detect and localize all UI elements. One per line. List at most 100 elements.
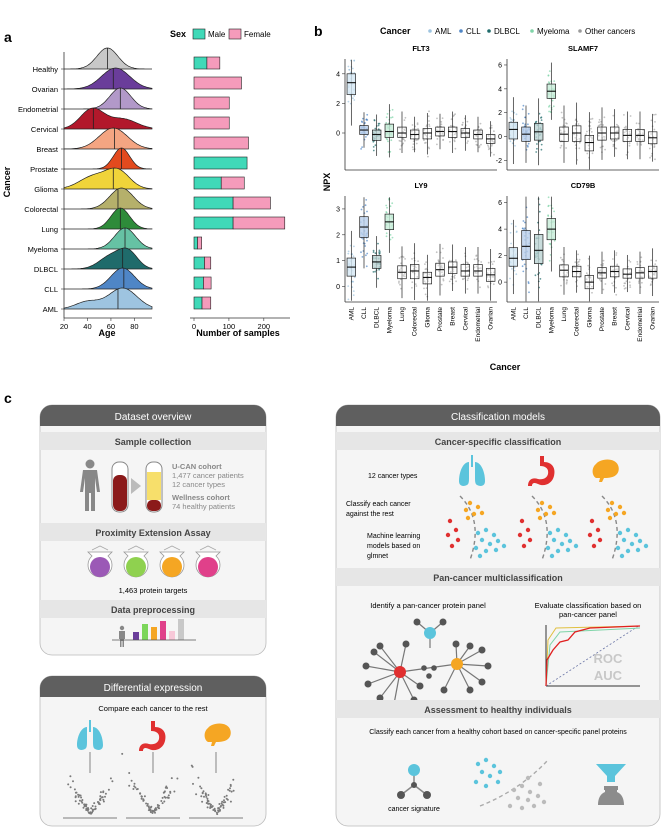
dot-red: [597, 537, 603, 543]
box-point: [360, 148, 362, 150]
box-point: [577, 253, 579, 256]
volcano-point: [130, 779, 133, 782]
pea-reaction-icon-2: [159, 545, 185, 578]
volcano-point: [203, 795, 205, 798]
box-point: [427, 278, 430, 280]
ml-text-1: Machine learning: [367, 533, 420, 540]
box-point: [448, 280, 451, 283]
dot-cancer: [483, 783, 489, 789]
box-point: [347, 100, 350, 103]
volcano-point: [104, 792, 107, 795]
box-point: [551, 99, 554, 102]
dot-cyan: [549, 553, 555, 559]
box-x-axis-label: Cancer: [490, 362, 521, 372]
box-point: [623, 126, 626, 129]
box-point: [578, 258, 581, 261]
box-point: [389, 234, 392, 236]
box-point: [351, 286, 354, 288]
box-y-tick-label: 4: [336, 71, 340, 78]
box-x-tick-label: Glioma: [424, 307, 431, 328]
dot-cyan: [555, 548, 561, 554]
box-point: [559, 132, 562, 135]
ucan-cohort-title: U-CAN cohort: [172, 462, 222, 471]
volcano-point: [69, 775, 72, 778]
boxplot-panel-cd79b: CD79B 0 2 4 6 AML CLL DLBCL Myeloma Lung Colorecta…: [498, 181, 659, 342]
box-point: [425, 261, 427, 263]
volcano-point: [139, 792, 142, 795]
box-point: [347, 298, 350, 301]
box-point: [347, 252, 350, 255]
pea-liquid: [198, 557, 218, 577]
volcano-point: [191, 765, 194, 768]
box-point: [510, 222, 513, 225]
box-point: [476, 278, 478, 281]
legend-dot-4: [578, 29, 582, 33]
box-point: [513, 269, 516, 272]
box-point: [487, 268, 490, 271]
bar-female-lung: [232, 216, 286, 230]
box-point: [617, 124, 619, 127]
box-x-tick-label: Endometrial: [637, 306, 644, 341]
dot-orange: [621, 510, 627, 516]
box-point: [442, 279, 445, 282]
box-point: [377, 128, 380, 131]
box-point: [628, 144, 631, 147]
box-point: [649, 156, 651, 159]
volcano-point: [201, 800, 204, 803]
volcano-point: [146, 804, 149, 807]
dot-red: [525, 527, 531, 533]
box-y-tick-label: -2: [496, 158, 502, 165]
box-point: [654, 263, 657, 265]
box-point: [391, 236, 394, 239]
volcano-point: [128, 784, 131, 787]
box-x-tick-label: Ovarian: [650, 307, 657, 330]
volcano-point: [157, 807, 160, 809]
box-point: [653, 113, 655, 116]
box-point: [385, 211, 388, 214]
brain-icon: [204, 723, 231, 746]
box-point: [404, 258, 406, 260]
box-point: [574, 127, 577, 130]
box-point: [638, 280, 640, 283]
box-point: [576, 261, 579, 263]
box-point: [440, 121, 443, 123]
box-point: [478, 145, 481, 147]
box-point: [347, 285, 350, 287]
box-point: [573, 141, 576, 144]
cancer-specific-title: Cancer-specific classification: [435, 437, 562, 447]
dot-healthy: [511, 787, 517, 793]
volcano-point: [151, 810, 154, 813]
volcano-point: [162, 791, 165, 794]
box-point: [389, 205, 392, 208]
box-point: [574, 119, 577, 121]
box-point: [441, 132, 444, 135]
dot-orange: [471, 511, 477, 517]
volcano-point: [222, 806, 225, 809]
volcano-point: [167, 794, 170, 797]
box-point: [378, 249, 381, 252]
pea-liquid: [126, 557, 146, 577]
volcano-point: [81, 799, 84, 801]
box-point: [361, 121, 364, 123]
box-point: [539, 278, 542, 280]
box-point: [640, 256, 643, 259]
box-point: [604, 283, 607, 285]
dataset-overview-panel: Dataset overview Sample collection U-CAN…: [39, 404, 267, 656]
volcano-point: [230, 790, 233, 793]
box-x-tick-label: Glioma: [586, 307, 593, 328]
legend-dot-3: [530, 29, 534, 33]
volcano-point: [160, 800, 163, 802]
box-point: [540, 148, 543, 151]
box-point: [450, 278, 452, 281]
volcano-point: [99, 799, 102, 802]
box-point: [466, 142, 469, 144]
volcano-point: [99, 797, 102, 800]
box-point: [479, 267, 482, 270]
dot-cancer: [475, 761, 481, 767]
preprocessing-bars-icon: [112, 619, 196, 647]
box-point: [591, 137, 593, 140]
dot-healthy: [527, 789, 533, 795]
box-point: [398, 280, 400, 283]
box-point: [528, 291, 530, 294]
box-point: [428, 125, 431, 127]
